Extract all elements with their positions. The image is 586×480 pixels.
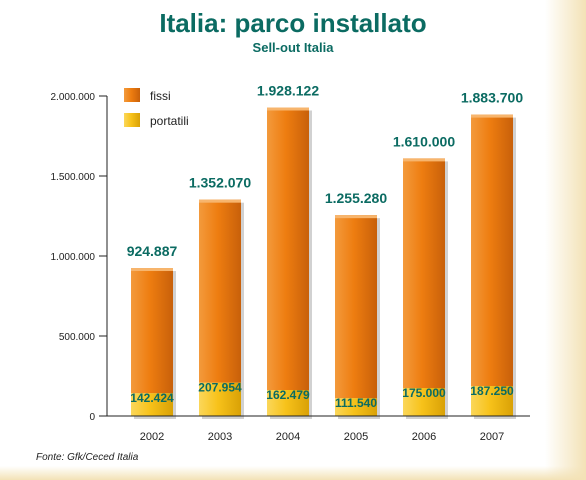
y-tick-label: 1.500.000 <box>51 172 96 183</box>
bar-total-label: 924.887 <box>127 243 178 259</box>
bar-fissi-2003 <box>199 199 241 383</box>
chart-title: Italia: parco installato <box>159 8 427 38</box>
bar-portatili-2003 <box>199 382 241 416</box>
x-category-label: 2003 <box>208 431 232 443</box>
legend-swatch-portatili <box>124 113 140 127</box>
bar-fissi-2005 <box>335 215 377 399</box>
x-category-label: 2007 <box>480 431 504 443</box>
bar-portatili-label: 162.479 <box>266 388 310 402</box>
bar-fissi-2004 <box>267 107 309 391</box>
y-tick-label: 1.000.000 <box>51 252 96 263</box>
y-tick-label: 0 <box>89 412 95 423</box>
y-tick-label: 500.000 <box>59 332 96 343</box>
bar-fissi-2007 <box>471 114 513 387</box>
bar-top-bevel <box>131 268 173 272</box>
bar-fissi-2006 <box>403 158 445 388</box>
bar-top-bevel <box>403 158 445 162</box>
x-category-label: 2006 <box>412 431 436 443</box>
bar-total-label: 1.610.000 <box>393 133 455 149</box>
chart-subtitle: Sell-out Italia <box>252 40 334 55</box>
bar-portatili-2004 <box>267 390 309 416</box>
chart-background-shade <box>0 466 586 480</box>
bar-total-label: 1.352.070 <box>189 175 251 191</box>
bar-portatili-2002 <box>131 393 173 416</box>
bar-portatili-label: 187.250 <box>470 384 514 398</box>
x-category-label: 2002 <box>140 431 164 443</box>
bar-total-label: 1.883.700 <box>461 90 523 106</box>
x-category-label: 2005 <box>344 431 368 443</box>
bar-total-label: 1.255.280 <box>325 190 387 206</box>
bar-fissi-2002 <box>131 268 173 394</box>
y-tick-label: 2.000.000 <box>51 92 96 103</box>
bar-portatili-label: 175.000 <box>402 386 446 400</box>
source-note: Fonte: Gfk/Ceced Italia <box>36 452 139 463</box>
bar-portatili-label: 207.954 <box>198 381 242 395</box>
bar-portatili-label: 142.424 <box>130 391 174 405</box>
x-category-label: 2004 <box>276 431 300 443</box>
bar-portatili-2005 <box>335 398 377 416</box>
bar-top-bevel <box>471 114 513 118</box>
bar-portatili-2007 <box>471 386 513 416</box>
bar-portatili-label: 111.540 <box>335 396 377 410</box>
bar-portatili-2006 <box>403 388 445 416</box>
legend-label-portatili: portatili <box>150 114 189 128</box>
legend-label-fissi: fissi <box>150 89 171 103</box>
bar-total-label: 1.928.122 <box>257 83 319 99</box>
legend-swatch-fissi <box>124 88 140 102</box>
bar-top-bevel <box>199 199 241 203</box>
bar-top-bevel <box>335 215 377 219</box>
bar-top-bevel <box>267 107 309 111</box>
